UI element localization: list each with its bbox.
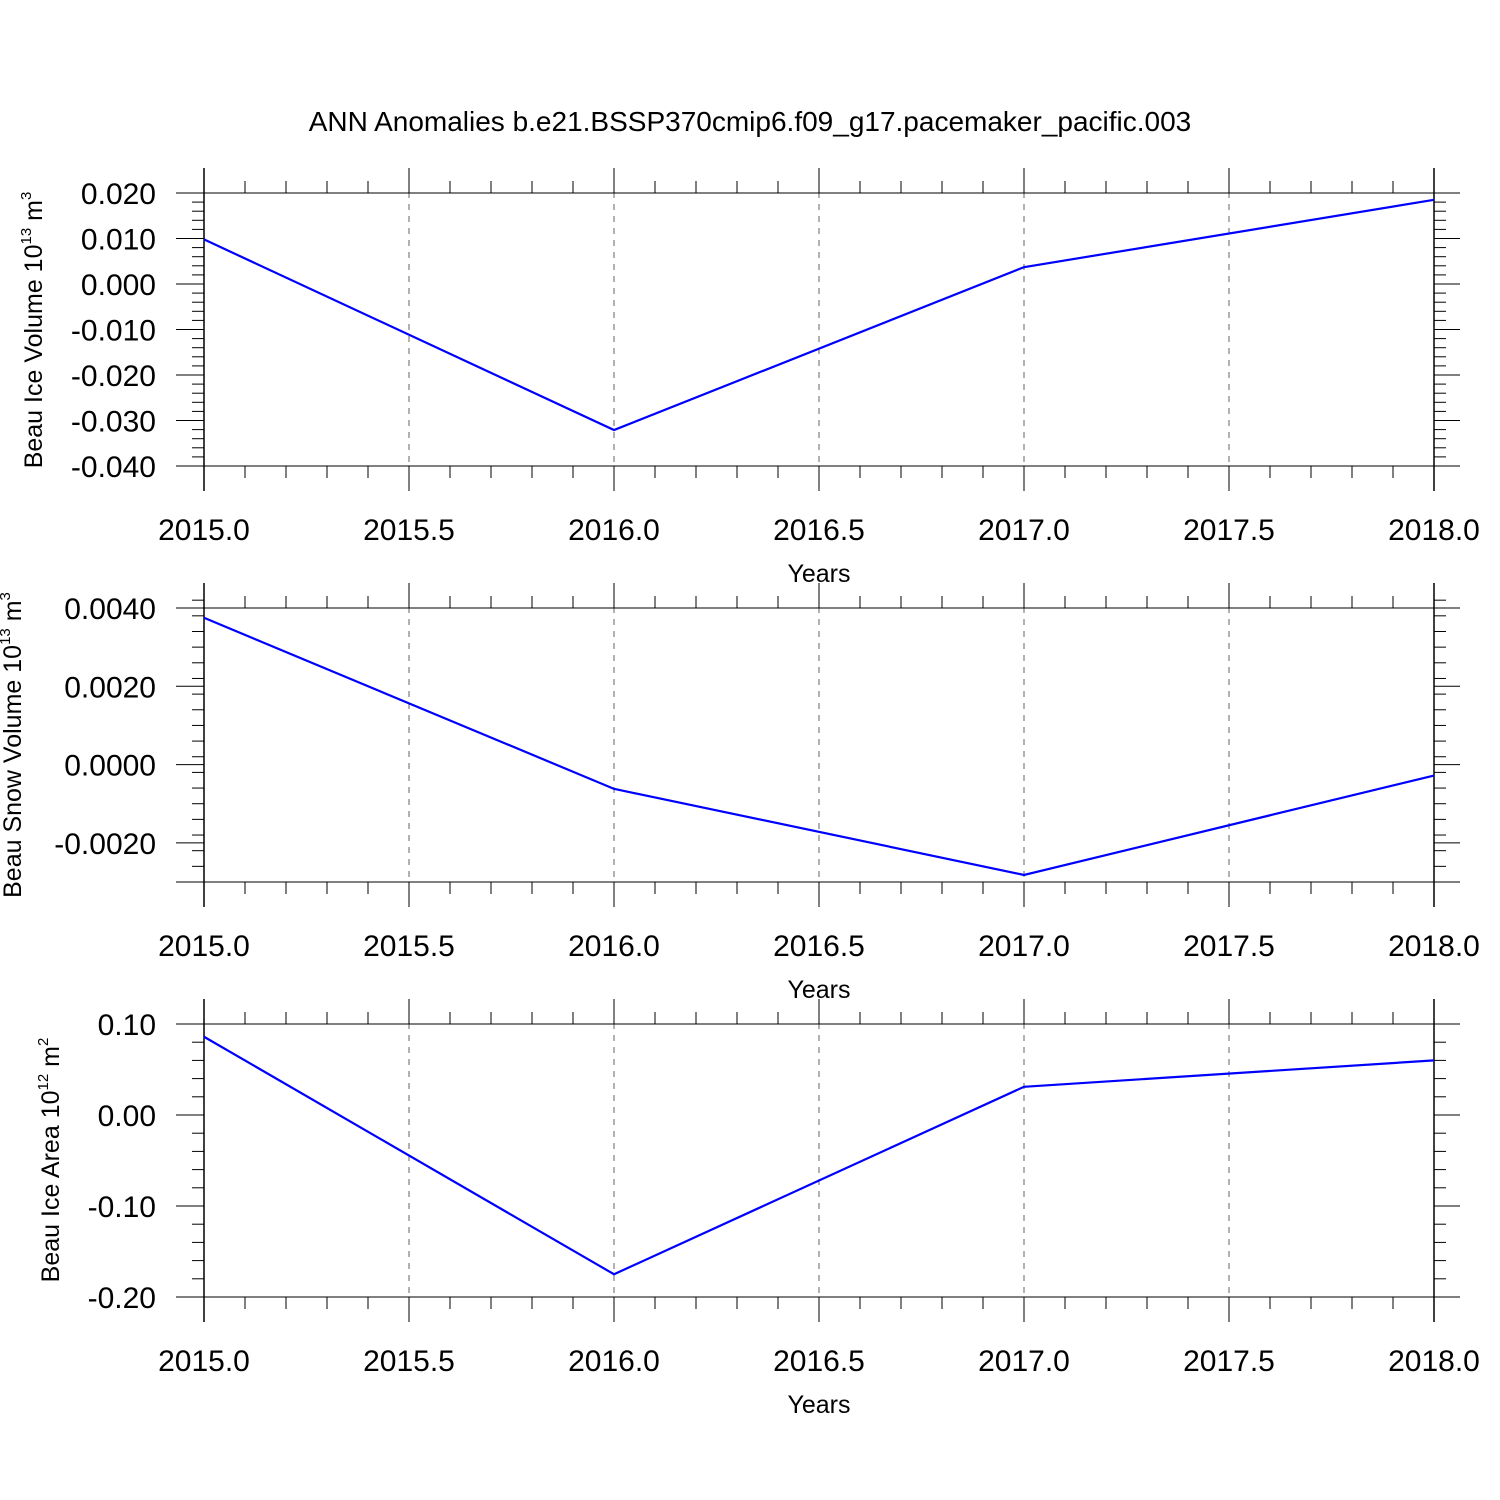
chart-panel-2: 2015.0 2015.5 2016.0 2016.5 2017.0 2017.5 2018… [0,583,1480,1004]
y-axis-label-ylabel-unit: m [0,600,27,628]
y-axis-label-ylabel-unit: m [20,200,48,228]
y-tick-label: -0.040 [71,451,156,484]
x-tick-label: 2017.5 [1183,514,1275,547]
y-axis-label-ylabel: Beau Ice Volume 10 [20,245,48,469]
chart-panel-1: 2015.0 2015.5 2016.0 2016.5 2017.0 2017.5 2018… [18,168,1480,588]
y-tick-label: 0.0000 [64,750,156,783]
y-tick-label: 0.000 [81,269,156,302]
y-tick-label: 0.0020 [64,671,156,704]
x-tick-label: 2017.5 [1183,930,1275,963]
x-tick-label: 2016.5 [773,930,865,963]
x-tick-label: 2015.0 [158,930,250,963]
y-tick-label: -0.20 [88,1282,156,1315]
y-axis-label-ylabel-sup: 13 [18,228,35,245]
figure-title: ANN Anomalies b.e21.BSSP370cmip6.f09_g17… [309,106,1192,137]
x-tick-label: 2015.5 [363,514,455,547]
y-tick-label: -0.030 [71,406,156,439]
y-axis-label-ylabel-unit-sup: 2 [35,1038,52,1046]
x-tick-label: 2015.0 [158,1345,250,1378]
y-tick-label: -0.0020 [54,828,156,861]
y-tick-label: 0.020 [81,178,156,211]
x-tick-label: 2015.0 [158,514,250,547]
series-line [203,1035,1435,1276]
y-tick-label: 0.10 [98,1009,156,1042]
x-tick-label: 2018.0 [1388,514,1480,547]
y-axis-label-ylabel-unit: m [37,1046,65,1074]
y-axis-label-ylabel: Beau Ice Area 10 [37,1091,65,1283]
y-axis-label-ylabel-unit-sup: 3 [0,592,14,600]
x-tick-label: 2018.0 [1388,1345,1480,1378]
x-tick-label: 2016.0 [568,514,660,547]
y-axis-label: Beau Ice Volume 1013 m3 [18,192,48,469]
x-tick-label: 2015.5 [363,1345,455,1378]
y-axis-label: Beau Ice Area 1012 m2 [35,1038,65,1283]
y-tick-label: -0.010 [71,315,156,348]
x-tick-label: 2016.0 [568,930,660,963]
y-axis-label-ylabel-sup: 12 [35,1074,52,1091]
panels: 2015.0 2015.5 2016.0 2016.5 2017.0 2017.5 2018… [0,168,1480,1419]
y-tick-label: -0.10 [88,1191,156,1224]
y-axis-label-ylabel-sup: 13 [0,628,14,645]
y-tick-label: -0.020 [71,360,156,393]
y-axis-label-ylabel-unit-sup: 3 [18,192,35,200]
x-tick-label: 2016.0 [568,1345,660,1378]
series-line [203,616,1435,877]
y-tick-label: 0.0040 [64,593,156,626]
y-axis-label-ylabel: Beau Snow Volume 10 [0,645,27,898]
y-tick-label: 0.00 [98,1100,156,1133]
x-tick-label: 2017.5 [1183,1345,1275,1378]
x-tick-label: 2016.5 [773,1345,865,1378]
y-tick-label: 0.010 [81,224,156,257]
y-axis-label: Beau Snow Volume 1013 m3 [0,592,27,898]
x-tick-label: 2016.5 [773,514,865,547]
x-tick-label: 2017.0 [978,930,1070,963]
series-line [203,198,1435,432]
x-tick-label: 2017.0 [978,1345,1070,1378]
chart-panel-3: 2015.0 2015.5 2016.0 2016.5 2017.0 2017.5 2018… [35,999,1480,1419]
x-tick-label: 2015.5 [363,930,455,963]
x-axis-label: Years [787,1391,850,1419]
x-tick-label: 2017.0 [978,514,1070,547]
x-tick-label: 2018.0 [1388,930,1480,963]
